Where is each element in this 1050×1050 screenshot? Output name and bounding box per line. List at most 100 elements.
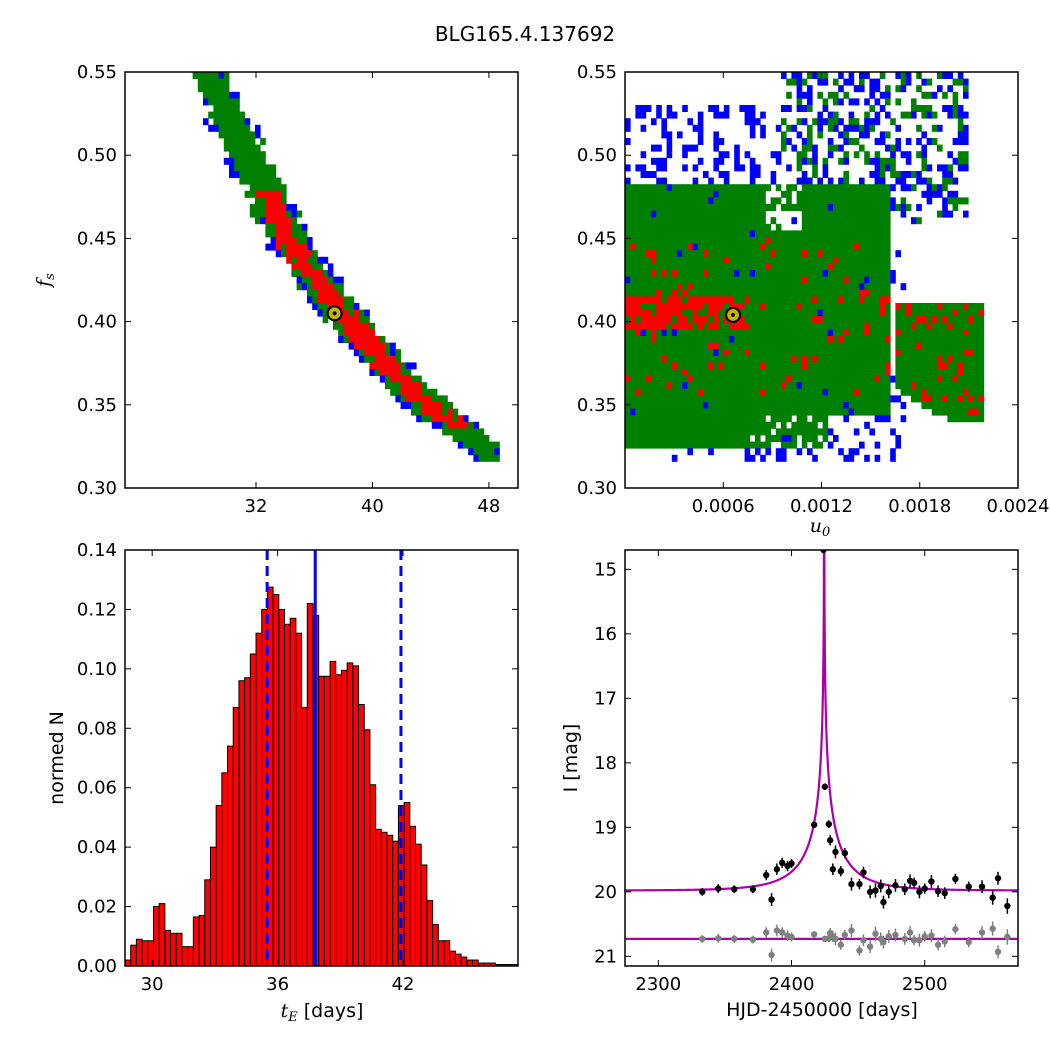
posterior-cell xyxy=(843,369,849,376)
posterior-cell xyxy=(952,316,959,324)
posterior-cell xyxy=(822,336,829,343)
posterior-cell xyxy=(630,316,636,324)
posterior-cell xyxy=(682,303,688,310)
posterior-cell xyxy=(671,197,678,205)
posterior-cell xyxy=(926,91,933,99)
posterior-cell xyxy=(249,157,256,165)
posterior-cell xyxy=(635,336,641,343)
posterior-cell xyxy=(879,369,886,376)
posterior-cell xyxy=(625,263,631,271)
posterior-cell xyxy=(682,204,688,211)
data-point xyxy=(715,885,722,892)
posterior-cell xyxy=(869,157,875,165)
posterior-cell xyxy=(791,72,797,79)
posterior-cell xyxy=(947,111,953,119)
posterior-cell xyxy=(677,250,683,258)
posterior-cell xyxy=(765,349,771,357)
histogram-bar xyxy=(238,680,246,966)
posterior-cell xyxy=(786,270,792,277)
posterior-cell xyxy=(905,111,912,119)
residual-point xyxy=(749,936,757,943)
posterior-cell xyxy=(921,362,927,370)
posterior-cell xyxy=(229,171,235,178)
posterior-cell xyxy=(640,276,647,284)
posterior-cell xyxy=(973,395,979,403)
posterior-cell xyxy=(770,421,777,429)
posterior-cell xyxy=(734,408,740,416)
posterior-cell xyxy=(317,283,323,291)
posterior-cell xyxy=(218,85,225,93)
posterior-cell xyxy=(703,375,709,383)
posterior-cell xyxy=(645,250,652,258)
residual-point xyxy=(928,932,935,939)
posterior-cell xyxy=(744,316,751,324)
posterior-cell xyxy=(411,402,417,409)
posterior-cell xyxy=(827,138,834,145)
data-point xyxy=(763,871,770,879)
posterior-cell xyxy=(801,375,808,383)
posterior-cell xyxy=(229,157,235,165)
posterior-cell xyxy=(916,217,922,225)
posterior-cell xyxy=(879,171,886,178)
posterior-cell xyxy=(801,91,808,99)
posterior-cell xyxy=(749,118,756,126)
posterior-cell xyxy=(744,355,751,363)
posterior-cell xyxy=(625,322,631,330)
posterior-cell xyxy=(895,144,901,152)
posterior-cell xyxy=(879,395,886,403)
posterior-cell xyxy=(635,349,641,357)
posterior-cell xyxy=(755,204,761,211)
posterior-cell xyxy=(635,309,641,317)
posterior-cell xyxy=(692,197,699,205)
posterior-cell xyxy=(885,190,891,198)
posterior-cell xyxy=(807,230,813,238)
posterior-cell xyxy=(807,217,813,225)
posterior-cell xyxy=(661,190,667,198)
posterior-cell xyxy=(978,322,985,330)
posterior-cell xyxy=(885,144,891,152)
posterior-cell xyxy=(255,124,261,132)
posterior-cell xyxy=(749,256,756,264)
posterior-cell xyxy=(625,342,631,350)
posterior-cell xyxy=(895,362,901,370)
posterior-cell xyxy=(817,72,823,79)
posterior-cell xyxy=(812,296,818,304)
posterior-cell xyxy=(713,402,719,409)
posterior-cell xyxy=(723,210,730,218)
posterior-cell xyxy=(666,362,673,370)
posterior-cell xyxy=(687,428,693,436)
posterior-cell xyxy=(749,395,756,403)
posterior-cell xyxy=(801,237,808,244)
residual-point xyxy=(885,933,892,940)
data-point xyxy=(837,867,845,875)
posterior-cell xyxy=(822,197,829,205)
posterior-cell xyxy=(957,415,964,423)
posterior-cell xyxy=(286,210,292,218)
posterior-cell xyxy=(869,230,875,238)
posterior-cell xyxy=(677,296,683,304)
posterior-cell xyxy=(640,111,647,119)
posterior-cell xyxy=(651,270,657,277)
posterior-cell xyxy=(348,309,355,317)
histogram-bar xyxy=(215,805,223,966)
posterior-cell xyxy=(937,184,943,192)
posterior-cell xyxy=(625,118,631,126)
posterior-cell xyxy=(937,362,943,370)
posterior-cell xyxy=(900,369,907,376)
posterior-cell xyxy=(718,237,725,244)
posterior-cell xyxy=(770,256,777,264)
posterior-cell xyxy=(833,296,839,304)
posterior-cell xyxy=(801,362,808,370)
posterior-cell xyxy=(978,415,985,423)
posterior-cell xyxy=(978,355,985,363)
posterior-cell xyxy=(656,362,662,370)
posterior-cell xyxy=(853,355,860,363)
posterior-cell xyxy=(687,336,693,343)
posterior-cell xyxy=(885,415,891,423)
histogram-bar xyxy=(352,665,360,966)
posterior-cell xyxy=(749,428,756,436)
posterior-cell xyxy=(739,428,745,436)
posterior-cell xyxy=(395,395,401,403)
posterior-cell xyxy=(791,395,797,403)
posterior-cell xyxy=(911,171,917,178)
